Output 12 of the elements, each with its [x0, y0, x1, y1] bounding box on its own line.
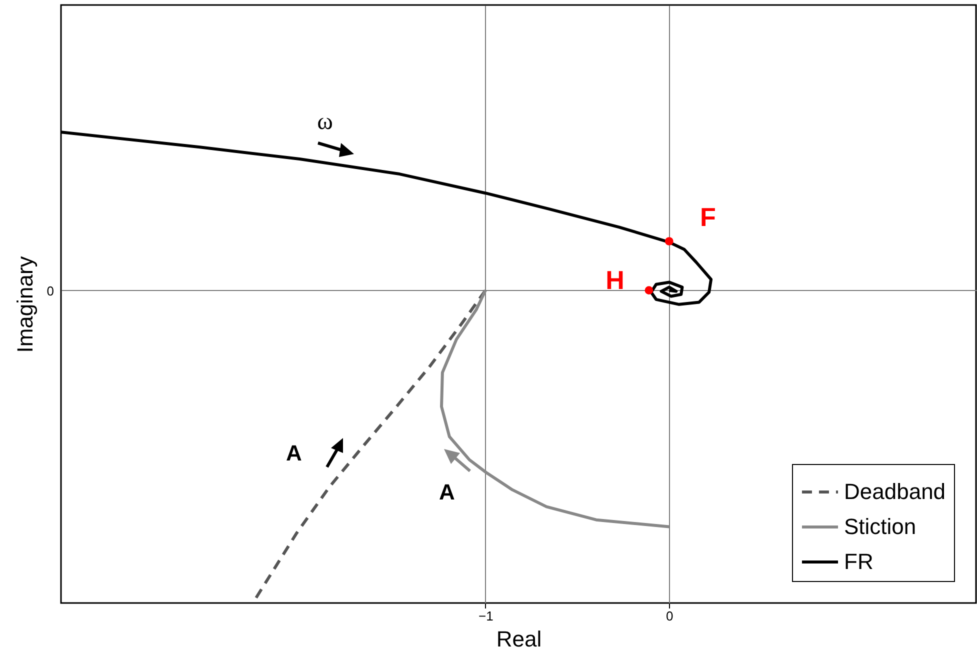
- annotation: H: [606, 265, 624, 295]
- legend-label: FR: [844, 549, 874, 574]
- legend-label: Deadband: [844, 479, 946, 504]
- annotation: F: [700, 202, 716, 232]
- x-tick-label: −1: [478, 608, 494, 624]
- x-axis-title: Real: [496, 626, 542, 652]
- legend-label: Stiction: [844, 514, 916, 539]
- annotation: ω: [317, 109, 333, 135]
- text: 0: [46, 284, 54, 298]
- annotation: A: [439, 480, 456, 504]
- y-axis-title: Imaginary: [12, 256, 38, 353]
- annotation: A: [286, 440, 302, 466]
